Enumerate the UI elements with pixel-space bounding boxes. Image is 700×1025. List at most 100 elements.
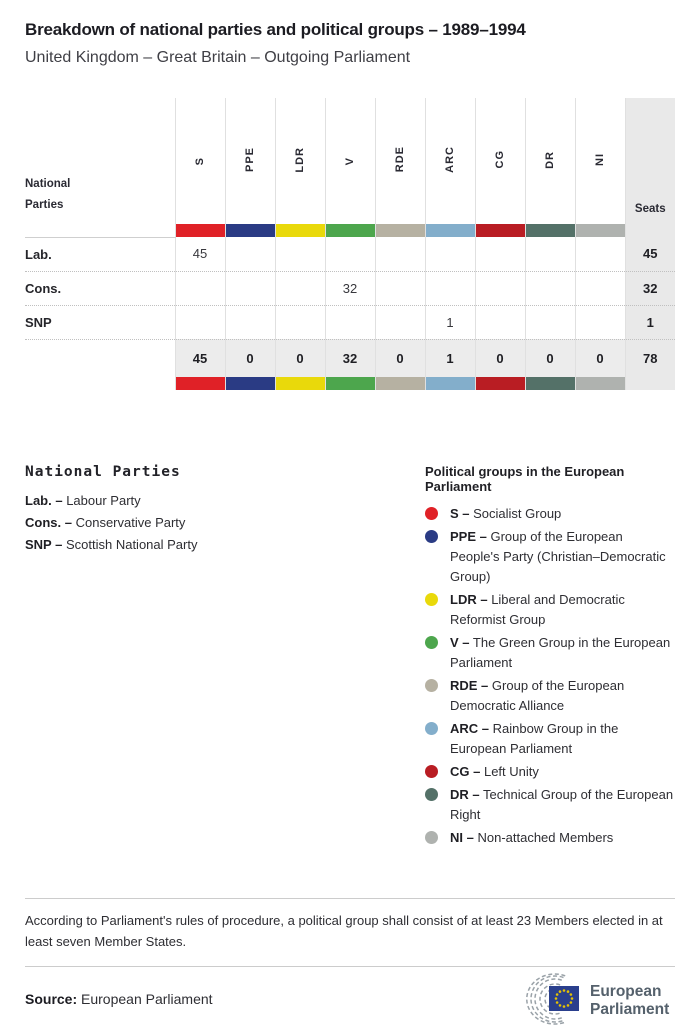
cell-value: [424, 271, 475, 306]
color-bar-DR: [524, 224, 575, 237]
color-bar-V: [324, 377, 375, 390]
cell-value: [274, 305, 325, 340]
color-bar-RDE: [374, 377, 425, 390]
cell-value: 32: [324, 271, 375, 306]
cell-value: [524, 237, 575, 272]
group-column-header-S: S: [174, 98, 225, 224]
color-bar-S: [174, 377, 225, 390]
cell-value: [224, 271, 275, 306]
color-bar-PPE: [224, 377, 275, 390]
total-value: 32: [324, 339, 375, 377]
table-row-lab: Lab. 45 45: [25, 237, 675, 272]
color-bar-DR: [524, 377, 575, 390]
legend-color-dot: [425, 636, 438, 649]
color-bar-CG: [474, 377, 525, 390]
cell-value: [374, 305, 425, 340]
source-line: Source: European Parliament: [25, 991, 213, 1007]
procedure-footnote: According to Parliament's rules of proce…: [25, 898, 675, 952]
legend-item-ldr: LDR – Liberal and Democratic Reformist G…: [425, 590, 675, 630]
group-column-header-V: V: [324, 98, 375, 224]
color-bar-RDE: [374, 224, 425, 237]
legend-item-s: S – Socialist Group: [425, 504, 675, 524]
cell-value: [524, 271, 575, 306]
legend-item-dr: DR – Technical Group of the European Rig…: [425, 785, 675, 825]
infographic-page: Breakdown of national parties and politi…: [0, 20, 700, 1025]
color-bar-ARC: [424, 377, 475, 390]
cell-value: [174, 271, 225, 306]
table-header-row: National Parties S PPE LDR V RDE ARC CG …: [25, 98, 675, 224]
legend-item-ppe: PPE – Group of the European People's Par…: [425, 527, 675, 587]
national-parties-header: National Parties: [25, 178, 71, 211]
table-row-cons: Cons. 32 32: [25, 271, 675, 306]
page-title: Breakdown of national parties and politi…: [25, 20, 526, 39]
totals-color-bar-row: [25, 377, 675, 390]
european-parliament-logo: European Parliament: [513, 973, 675, 1025]
logo-text-line2: Parliament: [590, 1001, 669, 1018]
ep-hemicycle-icon: European Parliament: [526, 973, 669, 1025]
political-groups-legend-heading: Political groups in the European Parliam…: [425, 464, 625, 494]
legend-color-dot: [425, 593, 438, 606]
group-column-header-LDR: LDR: [274, 98, 325, 224]
group-column-header-PPE: PPE: [224, 98, 275, 224]
legend-color-dot: [425, 722, 438, 735]
total-value: 45: [174, 339, 225, 377]
group-color-bar-row: [25, 224, 675, 238]
group-column-header-DR: DR: [524, 98, 575, 224]
national-parties-legend: National Parties Lab. – Labour Party Con…: [25, 464, 425, 851]
color-bar-PPE: [224, 224, 275, 237]
logo-text-line1: European: [590, 983, 661, 1000]
cell-value: [574, 271, 625, 306]
cell-value: [224, 305, 275, 340]
table-row-snp: SNP 1 1: [25, 305, 675, 340]
group-column-header-RDE: RDE: [374, 98, 425, 224]
legend-item-lab: Lab. – Labour Party: [25, 493, 141, 508]
row-seats-total: 45: [624, 237, 675, 272]
total-value: 0: [524, 339, 575, 377]
legend-item-v: V – The Green Group in the European Parl…: [425, 633, 675, 673]
cell-value: [474, 237, 525, 272]
page-subtitle: United Kingdom – Great Britain – Outgoin…: [25, 49, 411, 66]
cell-value: [574, 237, 625, 272]
color-bar-NI: [574, 377, 625, 390]
color-bar-NI: [574, 224, 625, 237]
cell-value: 45: [174, 237, 225, 272]
national-parties-legend-heading: National Parties: [25, 464, 181, 480]
cell-value: [324, 237, 375, 272]
seats-column-header: Seats: [624, 98, 675, 224]
total-value: 0: [374, 339, 425, 377]
color-bar-ARC: [424, 224, 475, 237]
cell-value: [324, 305, 375, 340]
footer-divider: [25, 966, 675, 967]
total-value: 0: [574, 339, 625, 377]
grand-total-seats: 78: [624, 339, 675, 377]
color-bar-CG: [474, 224, 525, 237]
legend-item-ni: NI – Non-attached Members: [425, 828, 675, 848]
total-value: 1: [424, 339, 475, 377]
source-value: European Parliament: [81, 991, 213, 1007]
color-bar-S: [174, 224, 225, 237]
party-label: Lab.: [25, 237, 175, 272]
legend-item-cons: Cons. – Conservative Party: [25, 515, 186, 530]
total-value: 0: [474, 339, 525, 377]
cell-value: [474, 305, 525, 340]
legend-color-dot: [425, 530, 438, 543]
table-totals-row: 45 0 0 32 0 1 0 0 0 78: [25, 339, 675, 377]
legend-item-snp: SNP – Scottish National Party: [25, 537, 198, 552]
row-seats-total: 1: [624, 305, 675, 340]
cell-value: [374, 237, 425, 272]
group-column-header-ARC: ARC: [424, 98, 475, 224]
cell-value: [474, 271, 525, 306]
breakdown-table: National Parties S PPE LDR V RDE ARC CG …: [25, 98, 675, 390]
cell-value: 1: [424, 305, 475, 340]
color-bar-LDR: [274, 377, 325, 390]
cell-value: [374, 271, 425, 306]
party-label: Cons.: [25, 271, 175, 306]
cell-value: [224, 237, 275, 272]
legend-section: National Parties Lab. – Labour Party Con…: [25, 464, 675, 851]
legend-item-arc: ARC – Rainbow Group in the European Parl…: [425, 719, 675, 759]
legend-color-dot: [425, 788, 438, 801]
legend-color-dot: [425, 679, 438, 692]
color-bar-LDR: [274, 224, 325, 237]
cell-value: [524, 305, 575, 340]
source-label: Source:: [25, 991, 78, 1007]
